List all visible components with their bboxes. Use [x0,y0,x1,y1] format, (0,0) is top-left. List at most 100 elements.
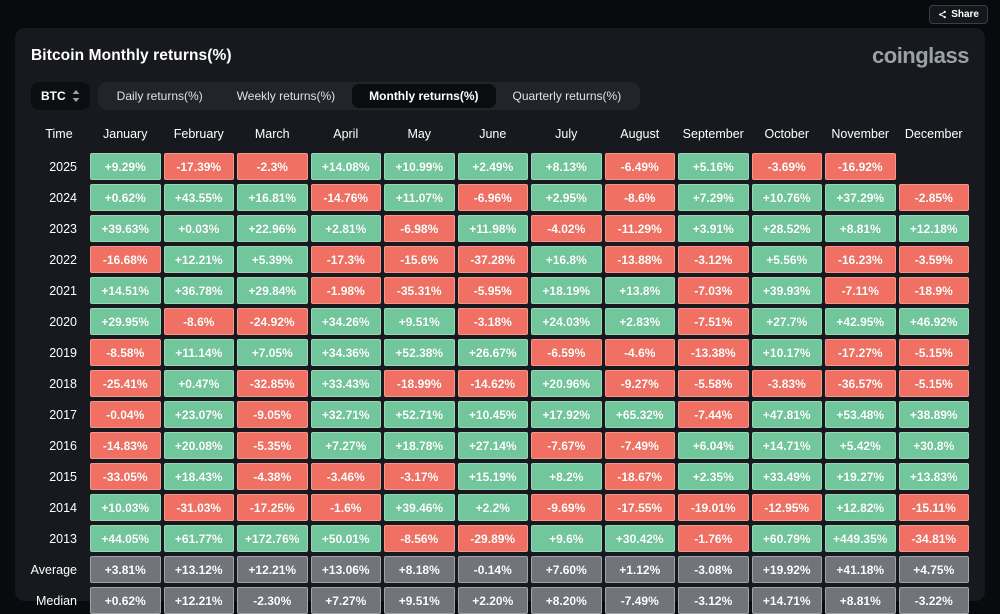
return-cell: -3.83% [751,370,822,397]
return-cell: +8.13% [531,153,602,180]
return-cell: -1.6% [310,494,381,521]
return-cell: +33.49% [751,463,822,490]
table-row-2014: 2014 +10.03% -31.03% -17.25% -1.6% +39.46% +2.… [31,494,969,521]
tab-weekly-returns[interactable]: Weekly returns(%) [220,84,352,108]
return-cell: -0.04% [90,401,161,428]
return-cell: -9.27% [604,370,675,397]
return-cell: -17.27% [825,339,896,366]
return-cell: +5.16% [678,153,749,180]
return-cell: -14.62% [457,370,528,397]
return-cell: -19.01% [678,494,749,521]
return-cell: +34.26% [310,308,381,335]
return-cell: +39.46% [384,494,455,521]
return-cell: -4.6% [604,339,675,366]
row-label: 2024 [49,190,77,205]
return-cell: -6.96% [457,184,528,211]
tab-quarterly-returns[interactable]: Quarterly returns(%) [496,84,639,108]
column-header-february: February [173,127,224,141]
return-cell: +44.05% [90,525,161,552]
return-cell: +37.29% [825,184,896,211]
column-header-june: June [479,127,507,141]
share-button[interactable]: Share [929,4,988,24]
return-cell: -14.76% [310,184,381,211]
table-row-2018: 2018 -25.41% +0.47% -32.85% +33.43% -18.99% -1… [31,370,969,397]
return-cell: +12.82% [825,494,896,521]
row-label: 2017 [49,407,77,422]
return-cell: +2.81% [310,215,381,242]
return-cell: +9.6% [531,525,602,552]
table-row-2023: 2023 +39.63% +0.03% +22.96% +2.81% -6.98% +11.… [31,215,969,242]
table-row-2021: 2021 +14.51% +36.78% +29.84% -1.98% -35.31% -5… [31,277,969,304]
return-cell: +50.01% [310,525,381,552]
return-cell: +449.35% [825,525,896,552]
return-cell: -7.11% [825,277,896,304]
return-cell: +29.95% [90,308,161,335]
row-label: 2019 [49,345,77,360]
return-cell: +5.42% [825,432,896,459]
return-cell: -16.23% [825,246,896,273]
return-cell: -33.05% [90,463,161,490]
return-cell: +11.07% [384,184,455,211]
coin-selector-label: BTC [41,89,66,103]
column-header-time: Time [45,127,73,141]
return-cell: -2.30% [237,587,308,614]
return-cell: -17.39% [163,153,234,180]
return-cell: -7.44% [678,401,749,428]
return-cell: +0.62% [90,587,161,614]
return-cell: -6.49% [604,153,675,180]
row-label: 2023 [49,221,77,236]
return-cell: +8.81% [825,587,896,614]
return-cell: +18.78% [384,432,455,459]
return-cell: +11.98% [457,215,528,242]
return-cell: +0.62% [90,184,161,211]
return-cell: -3.17% [384,463,455,490]
return-cell: +5.56% [751,246,822,273]
row-label: 2018 [49,376,77,391]
return-cell: -1.98% [310,277,381,304]
return-cell: -7.03% [678,277,749,304]
row-label: 2013 [49,531,77,546]
return-cell: +14.51% [90,277,161,304]
return-cell: +10.99% [384,153,455,180]
return-cell: +13.12% [163,556,234,583]
return-cell: +2.83% [604,308,675,335]
return-cell: +24.03% [531,308,602,335]
return-cell: -25.41% [90,370,161,397]
table-row-2015: 2015 -33.05% +18.43% -4.38% -3.46% -3.17% +15.… [31,463,969,490]
column-header-november: November [831,127,890,141]
return-cell: +38.89% [898,401,969,428]
return-cell: +8.81% [825,215,896,242]
return-cell: -18.9% [898,277,969,304]
return-cell: +16.81% [237,184,308,211]
sort-arrows-icon [72,90,80,102]
column-header-april: April [333,127,359,141]
table-row-2013: 2013 +44.05% +61.77% +172.76% +50.01% -8.56% -… [31,525,969,552]
return-cell: +53.48% [825,401,896,428]
return-cell: -7.67% [531,432,602,459]
table-row-average: Average +3.81% +13.12% +12.21% +13.06% +8.18%… [31,556,969,583]
row-label: 2020 [49,314,77,329]
coin-selector[interactable]: BTC [31,82,90,110]
return-cell: -7.51% [678,308,749,335]
return-cell: +22.96% [237,215,308,242]
return-cell: +60.79% [751,525,822,552]
tab-daily-returns[interactable]: Daily returns(%) [100,84,220,108]
returns-table: Time January February March April May June Jul… [31,121,969,614]
return-cell: +7.05% [237,339,308,366]
return-cell: -18.99% [384,370,455,397]
row-label: 2014 [49,500,77,515]
controls-row: BTC Daily returns(%) Weekly returns(%) Mon… [31,82,969,110]
return-cell: +29.84% [237,277,308,304]
row-label: Average [30,562,77,577]
return-cell: -17.55% [604,494,675,521]
return-cell: +7.60% [531,556,602,583]
tab-monthly-returns[interactable]: Monthly returns(%) [352,84,496,108]
column-header-september: September [682,127,744,141]
row-label: 2015 [49,469,77,484]
return-cell: +0.47% [163,370,234,397]
return-cell: -11.29% [604,215,675,242]
return-cell: +30.42% [604,525,675,552]
return-cell: +10.76% [751,184,822,211]
return-cell: +19.92% [751,556,822,583]
return-cell: +2.35% [678,463,749,490]
